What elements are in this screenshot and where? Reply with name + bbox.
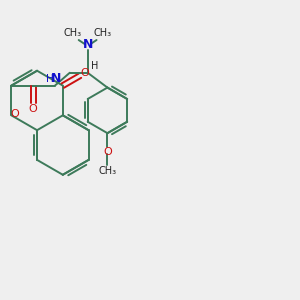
Text: CH₃: CH₃ [98,166,116,176]
Text: O: O [103,147,112,157]
Text: O: O [81,68,89,78]
Text: O: O [11,109,19,119]
Text: N: N [51,72,61,85]
Text: H: H [46,74,54,84]
Text: CH₃: CH₃ [93,28,112,38]
Text: N: N [82,38,93,52]
Text: CH₃: CH₃ [64,28,82,38]
Text: O: O [29,104,38,114]
Text: H: H [91,61,98,71]
